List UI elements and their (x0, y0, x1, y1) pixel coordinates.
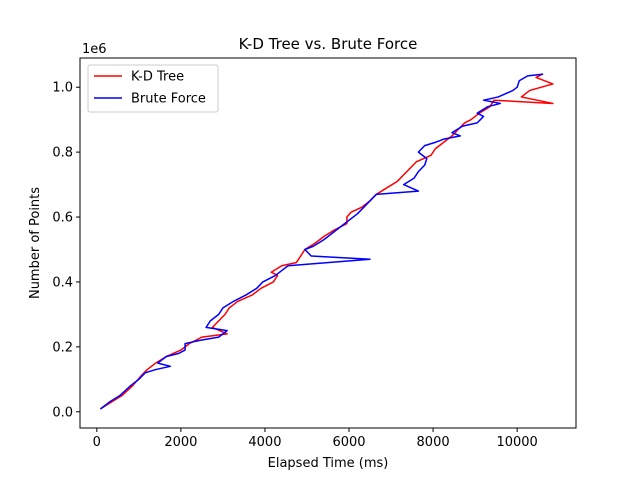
x-tick-label: 6000 (332, 435, 365, 450)
y-axis-label: Number of Points (28, 187, 43, 299)
x-tick-label: 10000 (496, 435, 537, 450)
x-axis-label: Elapsed Time (ms) (268, 456, 389, 471)
y-tick-label: 0.6 (52, 211, 73, 226)
y-tick-label: 0.2 (52, 340, 73, 355)
y-tick-label: 1.0 (52, 81, 73, 96)
x-tick-label: 4000 (248, 435, 281, 450)
x-tick-label: 2000 (164, 435, 197, 450)
y-tick-label: 0.4 (52, 275, 73, 290)
y-offset-text: 1e6 (82, 42, 107, 57)
legend: K-D Tree Brute Force (87, 64, 219, 113)
chart-title: K-D Tree vs. Brute Force (239, 35, 418, 53)
series-line-brute-force (99, 73, 544, 410)
y-tick-label: 0.8 (52, 146, 73, 161)
plot-area (99, 73, 554, 410)
legend-label: K-D Tree (131, 70, 184, 85)
series-line-k-d-tree (99, 73, 554, 410)
x-tick-label: 8000 (417, 435, 450, 450)
x-tick-label: 0 (93, 435, 101, 450)
y-tick-label: 0.0 (52, 405, 73, 420)
legend-label: Brute Force (131, 92, 206, 107)
axis-ticks: 0 2000 4000 6000 8000 10000 0.0 0.2 0.4 0.6 0.8 1.0 (52, 81, 538, 450)
plot-frame (79, 57, 577, 429)
